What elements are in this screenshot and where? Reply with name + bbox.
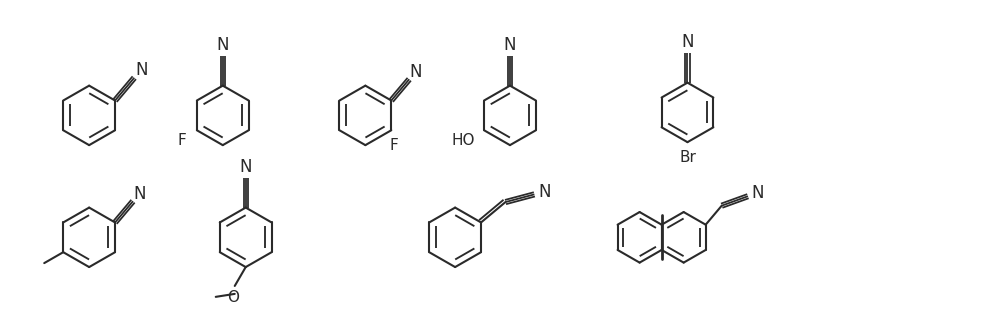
Text: N: N <box>133 185 146 203</box>
Text: N: N <box>135 61 148 79</box>
Text: N: N <box>409 63 422 81</box>
Text: N: N <box>681 33 694 51</box>
Text: N: N <box>217 36 229 54</box>
Text: N: N <box>539 182 551 201</box>
Text: O: O <box>227 290 239 305</box>
Text: HO: HO <box>451 133 475 148</box>
Text: N: N <box>751 184 764 202</box>
Text: N: N <box>504 36 516 54</box>
Text: N: N <box>239 158 252 176</box>
Text: F: F <box>178 133 186 148</box>
Text: Br: Br <box>679 149 696 164</box>
Text: F: F <box>390 138 399 153</box>
